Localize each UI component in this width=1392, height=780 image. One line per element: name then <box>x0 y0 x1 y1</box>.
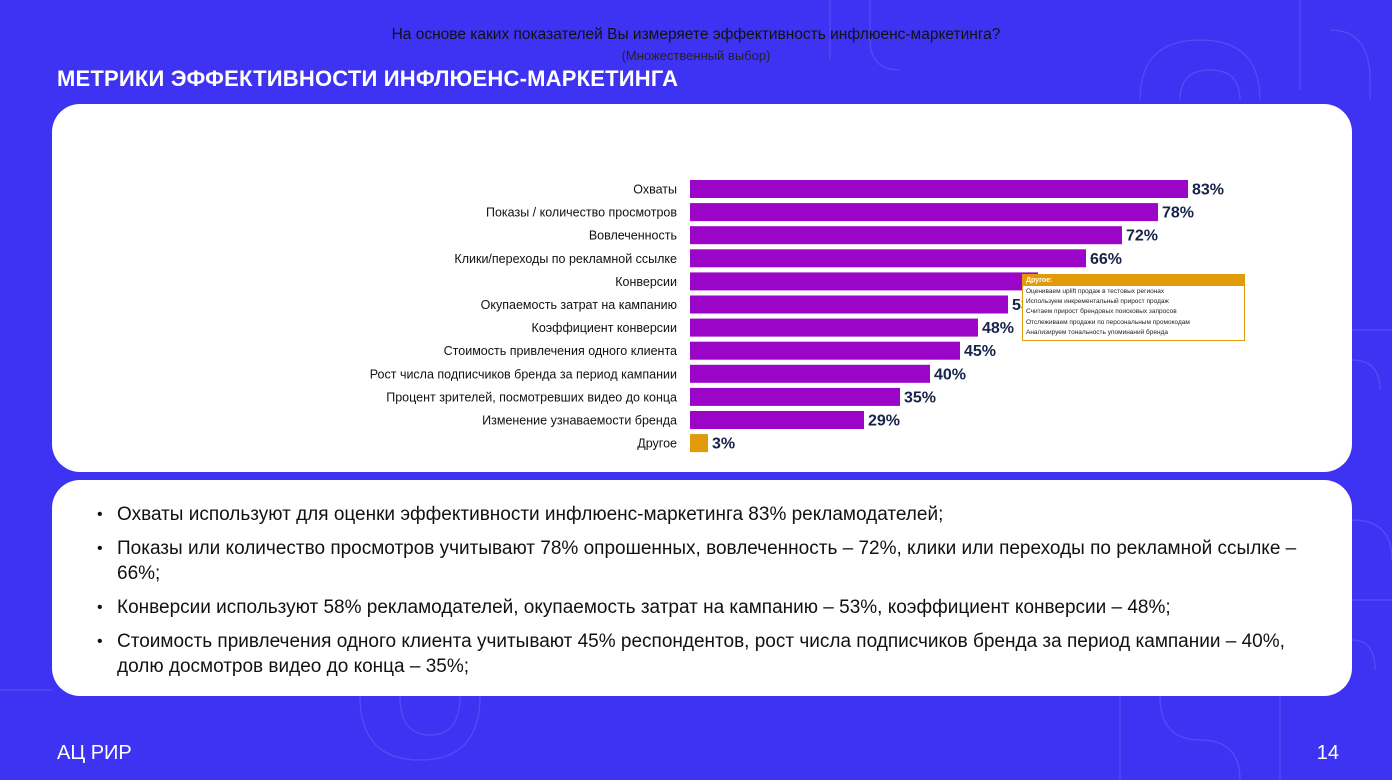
summary-bullet: Стоимость привлечения одного клиента учи… <box>92 629 1328 679</box>
value-label: 45% <box>964 343 996 360</box>
chart-title: На основе каких показателей Вы измеряете… <box>391 26 1001 43</box>
value-label: 83% <box>1192 182 1224 199</box>
bar <box>690 249 1086 268</box>
other-answer-item: Считаем прирост брендовых поисковых запр… <box>1026 308 1177 316</box>
bar <box>690 411 864 429</box>
bar <box>690 318 978 337</box>
other-answers-box: Другое: Оцениваем uplift продаж в тестов… <box>1022 274 1245 342</box>
category-label: Окупаемость затрат на кампанию <box>481 298 677 312</box>
bar-chart: Охваты 83% Показы / количество просмотров 7… <box>370 180 1224 453</box>
other-answers-title: Другое: <box>1023 275 1244 286</box>
summary-bullet: Охваты используют для оценки эффективнос… <box>92 502 1328 527</box>
category-label: Другое <box>637 437 677 451</box>
category-label: Изменение узнаваемости бренда <box>482 414 677 428</box>
summary-list: Охваты используют для оценки эффективнос… <box>52 480 1352 679</box>
summary-bullet: Конверсии используют 58% рекламодателей,… <box>92 595 1328 620</box>
other-answer-item: Используем инкрементальный прирост прода… <box>1026 298 1169 306</box>
other-answer-item: Оцениваем uplift продаж в тестовых регио… <box>1026 288 1165 295</box>
category-label: Охваты <box>633 183 677 197</box>
category-label: Рост числа подписчиков бренда за период … <box>370 367 677 381</box>
category-label: Клики/переходы по рекламной ссылке <box>454 252 677 266</box>
category-label: Стоимость привлечения одного клиента <box>444 344 677 358</box>
other-answer-item: Отслеживаем продажи по персональным пром… <box>1026 318 1190 326</box>
bar <box>690 203 1158 222</box>
category-label: Показы / количество просмотров <box>486 206 677 220</box>
value-label: 72% <box>1126 228 1158 245</box>
footer-brand: АЦ РИР <box>57 742 132 764</box>
value-label: 66% <box>1090 251 1122 268</box>
bar <box>690 364 930 383</box>
other-answer-item: Анализируем тональность упоминаний бренд… <box>1026 328 1169 336</box>
value-label: 3% <box>712 436 735 453</box>
bar <box>690 387 900 406</box>
summary-bullet: Показы или количество просмотров учитыва… <box>92 536 1328 586</box>
page-title: МЕТРИКИ ЭФФЕКТИВНОСТИ ИНФЛЮЕНС-МАРКЕТИНГ… <box>57 66 679 91</box>
bar <box>690 295 1008 314</box>
value-label: 29% <box>868 413 900 430</box>
value-label: 48% <box>982 320 1014 337</box>
bar-other <box>690 434 708 453</box>
bar <box>690 341 960 360</box>
value-label: 78% <box>1162 205 1194 222</box>
bar <box>690 226 1122 245</box>
category-label: Конверсии <box>615 275 677 289</box>
category-label: Процент зрителей, посмотревших видео до … <box>386 390 677 404</box>
value-label: 35% <box>904 389 936 406</box>
category-label: Коэффициент конверсии <box>532 321 677 335</box>
page-number: 14 <box>1316 742 1339 764</box>
summary-card: Охваты используют для оценки эффективнос… <box>52 480 1352 696</box>
category-label: Вовлеченность <box>589 229 677 243</box>
value-label: 40% <box>934 366 966 383</box>
bar <box>690 272 1038 291</box>
bar <box>690 180 1188 198</box>
chart-subtitle: (Множественный выбор) <box>621 48 771 63</box>
other-answers-list: Оцениваем uplift продаж в тестовых регио… <box>1023 286 1244 340</box>
